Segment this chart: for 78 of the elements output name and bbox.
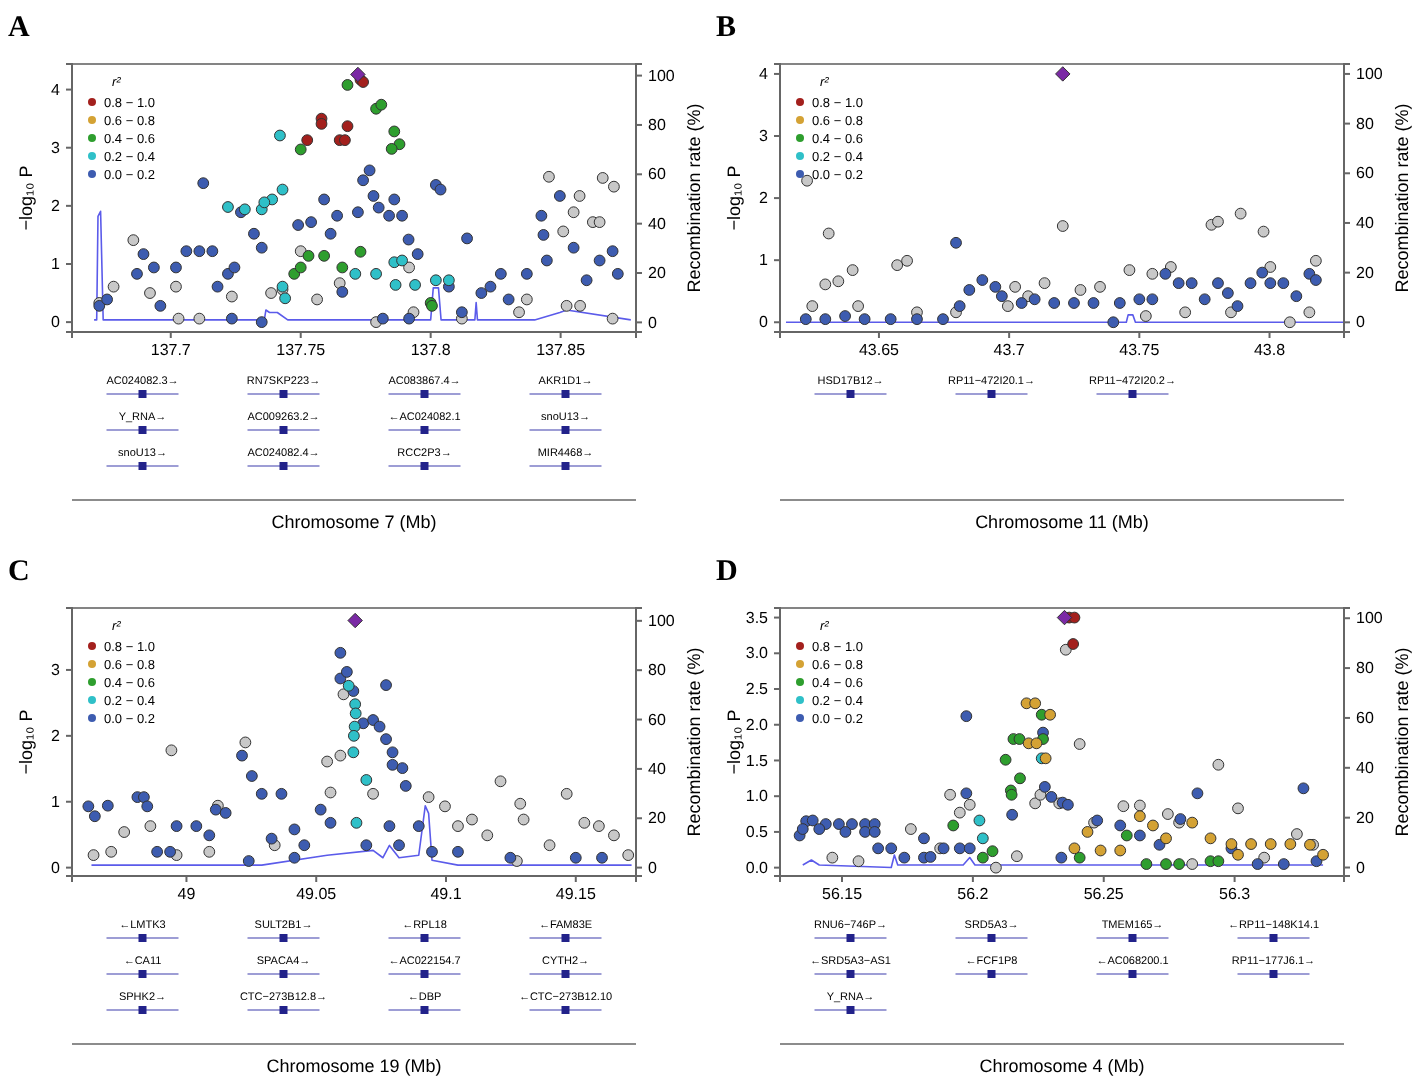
y-tick-label: 1	[51, 792, 62, 811]
y2-tick-label: 80	[1356, 114, 1375, 133]
x-tick-label: 43.7	[993, 341, 1026, 360]
y-tick-label: 0	[759, 313, 770, 332]
y-tick-label: 0.0	[745, 858, 770, 877]
chart-title: C	[8, 556, 30, 588]
y2-tick-label: 20	[648, 809, 667, 828]
x-tick-label: 49.1	[430, 885, 463, 904]
y-tick-label: 3	[759, 127, 770, 146]
y-axis-title: −log₁₀ P	[16, 165, 36, 231]
y2-tick-label: 80	[648, 116, 667, 135]
y-tick-label: 3.5	[745, 608, 770, 627]
y2-tick-label: 80	[1356, 659, 1375, 678]
y2-tick-label: 40	[648, 214, 667, 233]
x-tick-label: 56.25	[1083, 885, 1125, 904]
x-tick-label: 137.8	[410, 341, 452, 360]
y2-tick-label: 0	[1356, 313, 1366, 332]
y-axis-title: −log₁₀ P	[724, 165, 744, 231]
x-tick-label: 49	[177, 885, 197, 904]
y-tick-label: 0.5	[745, 823, 770, 842]
x-tick-label: 49.15	[555, 885, 597, 904]
x-tick-label: 49.05	[296, 885, 338, 904]
y-tick-label: 3	[51, 661, 62, 680]
y2-tick-label: 100	[1356, 609, 1384, 628]
y2-axis-title: Recombination rate (%)	[684, 103, 704, 293]
y-tick-label: 2	[51, 196, 62, 215]
y2-tick-label: 0	[648, 858, 658, 877]
y2-tick-label: 20	[1356, 808, 1375, 827]
y2-tick-label: 60	[648, 710, 667, 729]
chart-title: D	[716, 556, 738, 588]
y-tick-label: 4	[759, 65, 770, 84]
x-axis-title: Chromosome 19 (Mb)	[266, 1056, 442, 1076]
y-tick-label: 1	[759, 251, 770, 270]
y-tick-label: 0	[51, 313, 62, 332]
x-tick-label: 43.75	[1119, 341, 1161, 360]
y2-tick-label: 60	[648, 165, 667, 184]
x-tick-label: 43.65	[858, 341, 901, 360]
y2-tick-label: 60	[1356, 709, 1375, 728]
y2-tick-label: 100	[648, 66, 676, 85]
y2-tick-label: 80	[648, 661, 667, 680]
x-tick-label: 56.15	[822, 885, 864, 904]
y-tick-label: 1.0	[745, 787, 770, 806]
y2-axis-title: Recombination rate (%)	[684, 647, 704, 837]
y2-tick-label: 100	[648, 611, 676, 630]
y2-tick-label: 100	[1356, 65, 1384, 84]
x-axis-title: Chromosome 11 (Mb)	[975, 512, 1149, 532]
chart-title: B	[716, 12, 737, 44]
y2-tick-label: 0	[648, 313, 658, 332]
y-tick-label: 2	[51, 726, 62, 745]
x-tick-label: 56.2	[957, 885, 990, 904]
x-tick-label: 137.75	[276, 341, 327, 360]
x-axis-title: Chromosome 4 (Mb)	[979, 1056, 1145, 1076]
y-tick-label: 1.5	[745, 751, 770, 770]
x-tick-label: 43.8	[1253, 341, 1287, 360]
y2-tick-label: 60	[1356, 164, 1375, 183]
y-tick-label: 3	[51, 138, 62, 157]
y-tick-label: 2.5	[745, 680, 770, 699]
y2-tick-label: 40	[1356, 214, 1375, 233]
y2-tick-label: 40	[648, 760, 667, 779]
y-tick-label: 2.0	[745, 715, 770, 734]
y-axis-title: −log₁₀ P	[16, 709, 36, 775]
y-axis-title: −log₁₀ P	[724, 709, 744, 775]
x-tick-label: 56.3	[1219, 885, 1252, 904]
y2-tick-label: 20	[648, 264, 667, 283]
x-tick-label: 137.7	[150, 341, 192, 360]
x-tick-label: 137.85	[536, 341, 587, 360]
x-axis-title: Chromosome 7 (Mb)	[271, 512, 437, 532]
y-tick-label: 3.0	[745, 644, 770, 663]
chart-title: A	[8, 12, 30, 44]
y2-axis-title: Recombination rate (%)	[1392, 647, 1412, 837]
y2-tick-label: 40	[1356, 758, 1375, 777]
y2-axis-title: Recombination rate (%)	[1392, 103, 1412, 293]
y-tick-label: 2	[759, 189, 770, 208]
y2-tick-label: 0	[1356, 858, 1366, 877]
y-tick-label: 0	[51, 858, 62, 877]
y-tick-label: 4	[51, 80, 62, 99]
y2-tick-label: 20	[1356, 263, 1375, 282]
y-tick-label: 1	[51, 255, 62, 274]
